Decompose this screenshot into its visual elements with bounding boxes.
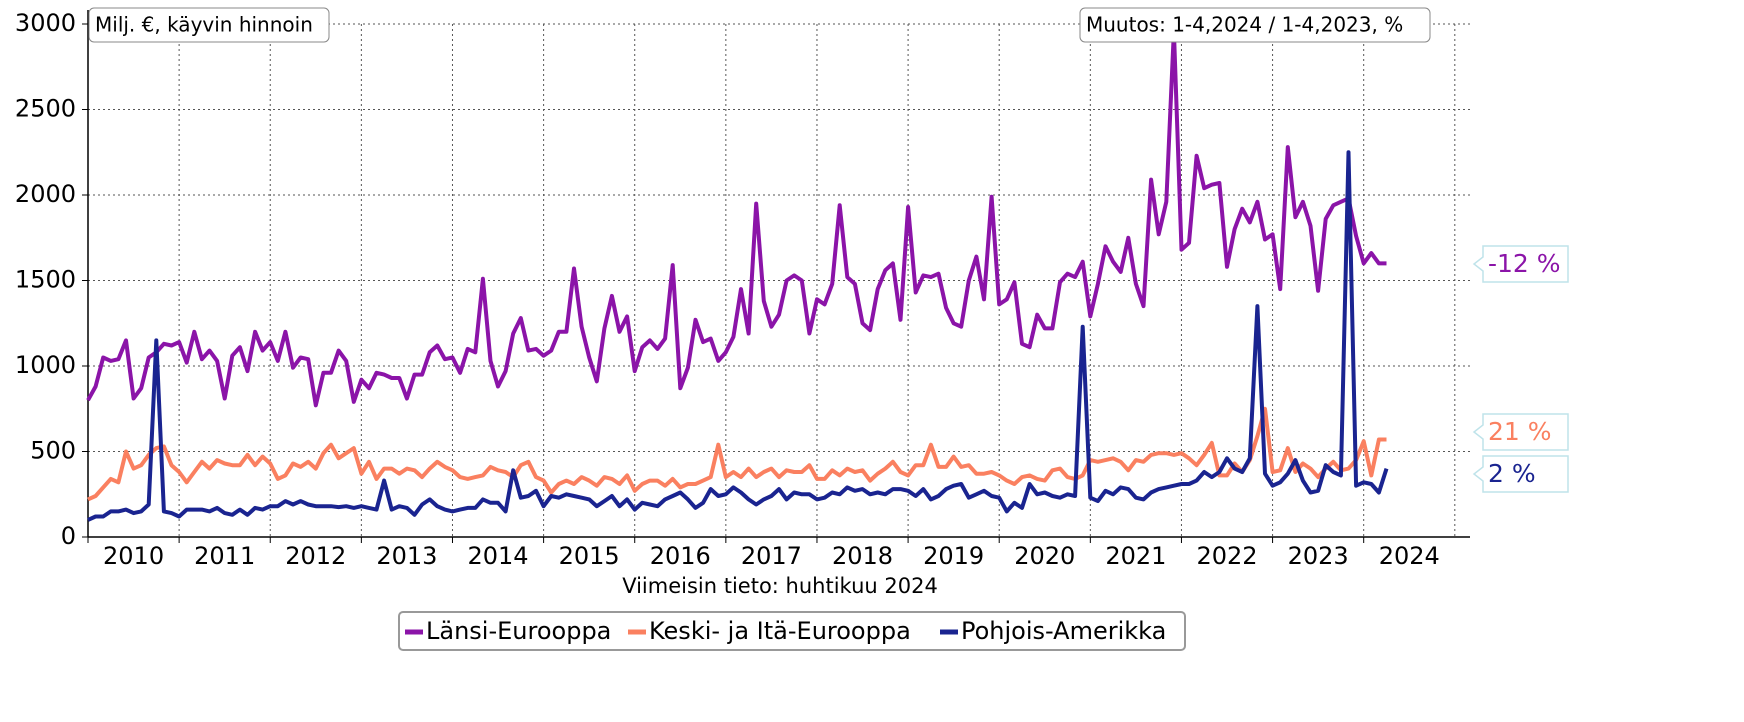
- y-tick-label: 1500: [15, 266, 76, 294]
- callout-box: [1472, 245, 1569, 283]
- series-line: [87, 150, 1389, 522]
- note-box: [88, 7, 330, 43]
- change-label: 2 %: [1488, 459, 1536, 488]
- change-label: 21 %: [1488, 417, 1552, 446]
- change-label: -12 %: [1488, 249, 1561, 278]
- y-tick-label: 2000: [15, 180, 76, 208]
- x-tick-label: 2023: [1288, 542, 1349, 570]
- x-tick-label: 2012: [285, 542, 346, 570]
- y-tick-label: 1000: [15, 351, 76, 379]
- note: Muutos: 1-4,2024 / 1-4,2023, %: [1086, 13, 1403, 37]
- y-tick-label: 500: [30, 437, 76, 465]
- note-box: [1079, 7, 1431, 43]
- series-line: [86, 28, 1387, 408]
- y-tick-label: 2500: [15, 95, 76, 123]
- x-tick-label: 2022: [1196, 542, 1257, 570]
- x-tick-label: 2020: [1014, 542, 1075, 570]
- x-tick-label: 2019: [923, 542, 984, 570]
- x-tick-label: 2014: [468, 542, 529, 570]
- callout-box: [1472, 413, 1569, 451]
- x-tick-label: 2021: [1105, 542, 1166, 570]
- y-tick-label: 0: [61, 522, 76, 550]
- x-tick-label: 2024: [1379, 542, 1440, 570]
- callout-box: [1472, 455, 1569, 493]
- x-tick-label: 2011: [194, 542, 255, 570]
- x-tick-label: 2017: [741, 542, 802, 570]
- legend-label: Pohjois-Amerikka: [961, 617, 1166, 645]
- x-tick-label: 2013: [376, 542, 437, 570]
- y-tick-label: 3000: [15, 9, 76, 37]
- legend-label: Keski- ja Itä-Eurooppa: [649, 617, 911, 645]
- series-line: [87, 406, 1387, 502]
- legend-box: [398, 611, 1186, 651]
- x-axis-label: Viimeisin tieto: huhtikuu 2024: [622, 574, 938, 598]
- legend-label: Länsi-Eurooppa: [426, 617, 611, 645]
- x-tick-label: 2016: [650, 542, 711, 570]
- x-tick-label: 2010: [103, 542, 164, 570]
- x-tick-label: 2018: [832, 542, 893, 570]
- note: Milj. €, käyvin hinnoin: [95, 13, 313, 37]
- x-tick-label: 2015: [559, 542, 620, 570]
